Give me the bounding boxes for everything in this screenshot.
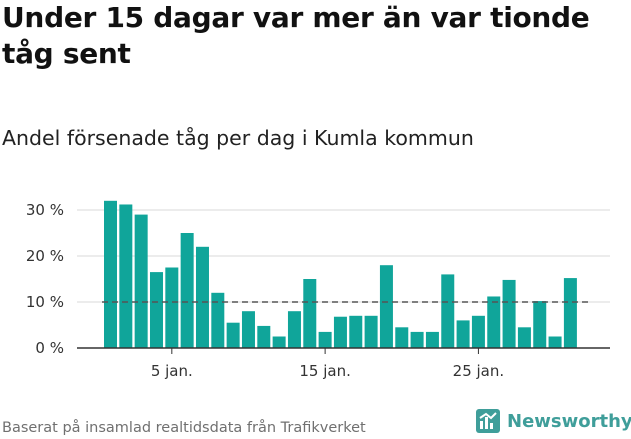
bar xyxy=(226,322,240,348)
bar xyxy=(441,274,455,348)
bar xyxy=(303,279,317,348)
bar xyxy=(395,327,409,348)
bar xyxy=(257,325,271,348)
bar xyxy=(211,292,225,348)
axes: 0 % 10 % 20 % 30 % 5 jan. 15 jan. 25 jan. xyxy=(26,201,610,380)
y-tick-label: 0 % xyxy=(35,339,64,357)
bar xyxy=(195,246,209,348)
bar xyxy=(333,316,347,348)
bar xyxy=(272,336,286,348)
x-tick-label: 15 jan. xyxy=(299,362,351,380)
bar xyxy=(241,311,255,348)
source-note: Baserat på insamlad realtidsdata från Tr… xyxy=(2,420,366,436)
bar xyxy=(134,214,148,348)
bar xyxy=(471,315,485,348)
x-tick-label: 25 jan. xyxy=(453,362,505,380)
bar-chart: 0 % 10 % 20 % 30 % 5 jan. 15 jan. 25 jan. xyxy=(26,200,610,380)
y-tick-label: 30 % xyxy=(26,201,64,219)
x-tick-label: 5 jan. xyxy=(151,362,193,380)
bar xyxy=(456,320,470,348)
bar xyxy=(349,315,363,348)
bar xyxy=(104,200,117,348)
bar xyxy=(533,301,547,348)
bar xyxy=(502,279,516,348)
brand-name: Newsworthy xyxy=(507,410,631,432)
bar xyxy=(149,272,163,348)
bar xyxy=(563,278,577,348)
bar xyxy=(548,336,562,348)
bar xyxy=(364,315,378,348)
y-tick-label: 20 % xyxy=(26,247,64,265)
brand-logo[interactable]: Newsworthy xyxy=(475,408,631,434)
bar xyxy=(180,233,194,348)
chart-title: Under 15 dagar var mer än var tionde tåg… xyxy=(2,1,590,70)
bar xyxy=(425,331,439,348)
bar xyxy=(410,331,424,348)
bar xyxy=(379,265,393,348)
y-tick-label: 10 % xyxy=(26,293,64,311)
bar xyxy=(119,204,133,348)
chart-subtitle: Andel försenade tåg per dag i Kumla komm… xyxy=(2,126,474,150)
bar xyxy=(165,267,179,348)
bar xyxy=(487,296,501,348)
newsworthy-logo-icon xyxy=(476,409,500,433)
bar xyxy=(517,327,531,348)
bar xyxy=(318,331,332,348)
bar xyxy=(287,311,301,348)
bars xyxy=(104,200,577,348)
